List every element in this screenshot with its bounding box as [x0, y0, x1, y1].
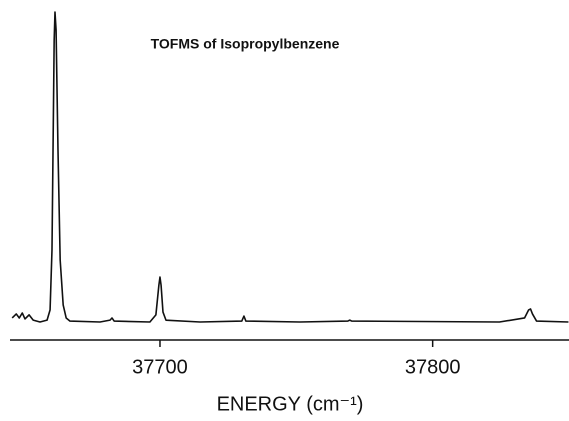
x-tick-label: 37800: [405, 356, 461, 378]
x-axis-label: ENERGY (cm⁻¹): [217, 393, 364, 415]
chart-title: TOFMS of Isopropylbenzene: [151, 36, 340, 52]
spectrum-line: [11, 11, 569, 323]
x-tick-label: 37700: [132, 356, 188, 378]
